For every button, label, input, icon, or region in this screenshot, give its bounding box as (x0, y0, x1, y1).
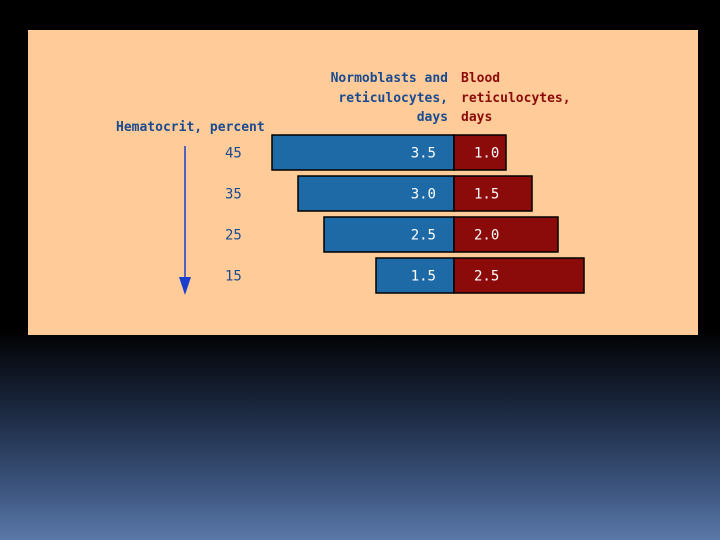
blood-bar-15 (453, 257, 585, 294)
bars (271, 134, 585, 294)
y-axis-title: Hematocrit, percent (116, 120, 265, 135)
bar-value-labels: 3.5 1.0 3.0 1.5 2.5 2.0 1.5 2.5 (411, 146, 500, 285)
blood-header-line-2: reticulocytes, (461, 91, 571, 106)
blood-value-label-25: 2.0 (474, 228, 499, 244)
tick-label-15: 15 (225, 269, 242, 285)
chart-panel: Normoblasts and reticulocytes, days Bloo… (28, 30, 698, 335)
tick-label-25: 25 (225, 228, 242, 244)
blood-bar-35 (453, 175, 533, 212)
blood-value-label-15: 2.5 (474, 269, 499, 285)
normoblasts-header-line-3: days (417, 110, 448, 125)
normoblasts-header-line-2: reticulocytes, (338, 91, 448, 106)
normoblast-value-label-45: 3.5 (411, 146, 436, 162)
chart-svg: Normoblasts and reticulocytes, days Bloo… (116, 71, 585, 295)
blood-header-line-1: Blood (461, 71, 500, 86)
normoblast-value-label-25: 2.5 (411, 228, 436, 244)
down-arrow-icon (179, 146, 191, 295)
blood-bar-25 (453, 216, 559, 253)
blood-value-label-45: 1.0 (474, 146, 499, 162)
normoblast-value-label-35: 3.0 (411, 187, 436, 203)
tick-label-35: 35 (225, 187, 242, 203)
normoblast-bar-35 (297, 175, 455, 212)
blood-bar-45 (453, 134, 507, 171)
tick-label-45: 45 (225, 146, 242, 162)
blood-value-label-35: 1.5 (474, 187, 499, 203)
normoblasts-header-line-1: Normoblasts and (331, 71, 448, 86)
normoblast-value-label-15: 1.5 (411, 269, 436, 285)
blood-header-line-3: days (461, 110, 492, 125)
tick-labels: 45 35 25 15 (225, 146, 242, 285)
